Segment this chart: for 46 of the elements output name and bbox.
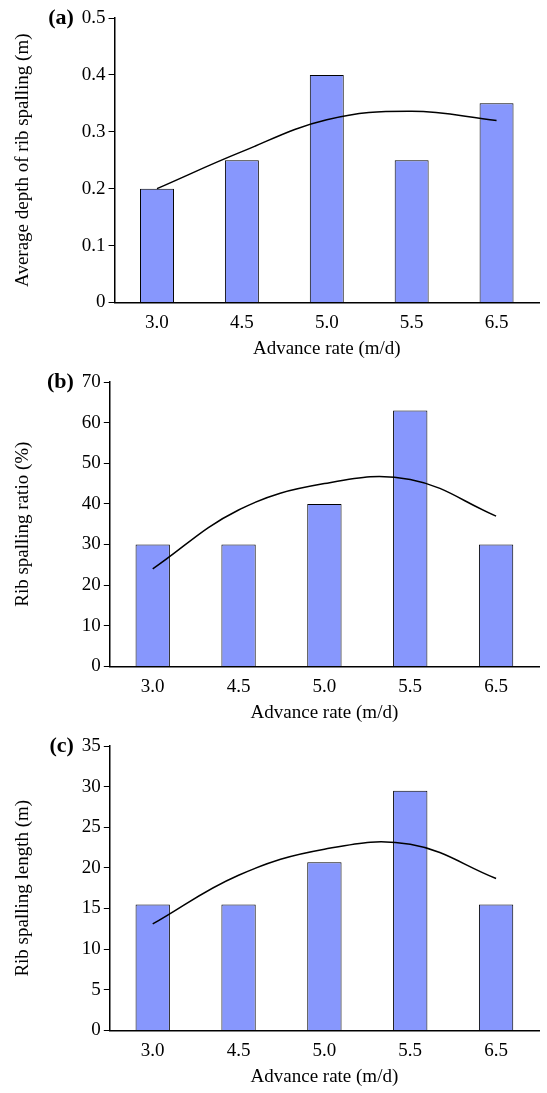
y-tick-label: 20 [81,573,101,595]
y-tick-label: 0.2 [81,176,106,198]
y-tick-label: 50 [81,451,101,473]
y-tick-label: 0 [91,1018,101,1040]
x-tick-label: 6.5 [484,674,508,696]
y-tick-label: 60 [81,410,101,432]
y-tick-label: 10 [81,613,101,635]
x-tick-label: 5.5 [398,1038,423,1060]
x-tick-label: 5.0 [312,674,337,696]
chart-title: (c) [49,731,74,757]
y-tick-label: 35 [81,733,101,755]
y-tick-label: 0 [96,290,106,312]
x-tick-label: 6.5 [484,310,509,332]
y-tick-label: 0 [91,654,101,676]
x-tick-label: 5.5 [399,310,424,332]
y-tick-label: 15 [81,896,101,918]
x-tick-label: 4.5 [226,1038,251,1060]
y-axis-title: Rib spalling ratio (%) [11,441,34,607]
chart-title: (b) [46,367,74,393]
y-tick-label: 0.1 [81,233,106,255]
y-tick-label: 0.5 [81,5,106,27]
y-tick-label: 25 [81,815,101,837]
y-tick-label: 0.3 [81,119,106,141]
y-tick-label: 30 [81,532,101,554]
y-tick-label: 70 [81,369,101,391]
x-axis-title: Advance rate (m/d) [250,700,399,723]
x-tick-label: 5.5 [398,674,423,696]
y-tick-label: 10 [81,937,101,959]
x-tick-label: 4.5 [230,310,254,332]
y-axis-title: Rib spalling length (m) [11,799,34,977]
y-tick-label: 40 [81,491,101,513]
x-axis-title: Advance rate (m/d) [252,336,401,359]
y-tick-label: 5 [91,977,101,999]
x-tick-label: 5.0 [312,1038,337,1060]
y-tick-label: 0.4 [81,62,107,84]
chart-title: (a) [48,3,74,29]
x-tick-label: 6.5 [484,1038,508,1060]
y-tick-label: 20 [81,855,101,877]
x-axis-title: Advance rate (m/d) [250,1064,399,1087]
x-tick-label: 3.0 [140,1038,165,1060]
x-tick-label: 3.0 [145,310,169,332]
y-tick-label: 30 [81,774,101,796]
x-tick-label: 5.0 [314,310,339,332]
y-axis-title: Average depth of rib spalling (m) [11,33,34,287]
x-tick-label: 4.5 [226,674,251,696]
x-tick-label: 3.0 [140,674,165,696]
